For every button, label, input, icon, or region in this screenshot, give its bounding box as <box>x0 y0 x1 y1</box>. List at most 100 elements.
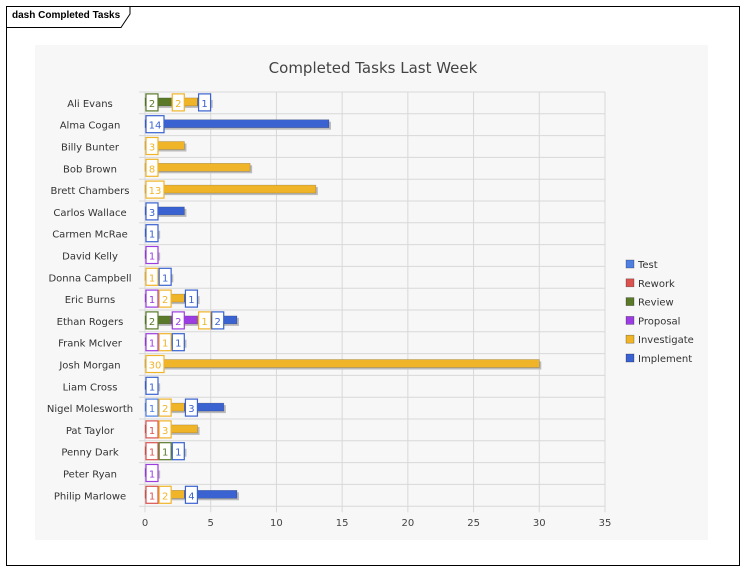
x-tick-label: 15 <box>336 518 349 529</box>
data-label: 3 <box>162 426 168 437</box>
x-tick-label: 5 <box>208 518 214 529</box>
category-label: Nigel Molesworth <box>47 404 133 415</box>
x-tick-label: 25 <box>467 518 480 529</box>
legend-swatch <box>625 278 635 288</box>
data-label: 3 <box>188 404 194 415</box>
bar-segment-investigate <box>144 359 540 368</box>
data-label-box <box>145 202 159 221</box>
data-label-box <box>171 93 185 112</box>
data-label-box <box>184 398 199 417</box>
data-label: 30 <box>149 361 162 372</box>
data-label: 1 <box>149 404 155 415</box>
data-label-box <box>171 333 185 352</box>
diagram-frame <box>6 6 740 566</box>
category-label: Pat Taylor <box>66 426 115 437</box>
legend-label: Rework <box>638 279 675 290</box>
bar-segment-investigate <box>144 141 185 150</box>
data-label: 2 <box>175 317 181 328</box>
data-label: 1 <box>149 382 155 393</box>
data-label: 3 <box>149 208 155 219</box>
data-label: 13 <box>149 186 162 197</box>
data-label-box <box>158 398 172 417</box>
data-label-box <box>158 333 172 352</box>
category-label: Frank McIver <box>58 339 123 350</box>
data-label: 2 <box>162 491 168 502</box>
data-label-box <box>145 93 159 112</box>
data-label-box <box>145 267 159 286</box>
chart-title: Completed Tasks Last Week <box>269 59 478 77</box>
data-label-box <box>145 354 165 374</box>
x-tick-label: 20 <box>401 518 414 529</box>
data-label: 1 <box>175 448 181 459</box>
data-label: 1 <box>162 448 168 459</box>
bar-segment-implement <box>184 402 225 412</box>
category-label: Peter Ryan <box>63 470 117 481</box>
data-label: 1 <box>149 448 155 459</box>
data-label: 1 <box>201 317 207 328</box>
data-label: 14 <box>149 121 162 132</box>
category-label: Brett Chambers <box>51 186 130 197</box>
data-label: 3 <box>149 143 155 154</box>
x-tick-label: 0 <box>142 518 148 529</box>
data-label: 2 <box>162 295 168 306</box>
data-label-box <box>158 442 172 461</box>
data-label-box <box>145 485 159 504</box>
legend-label: Test <box>637 260 658 271</box>
data-label-box <box>145 398 159 417</box>
data-label-box <box>145 289 159 308</box>
legend-label: Investigate <box>638 335 694 346</box>
data-label: 1 <box>162 339 168 350</box>
bar-segment-investigate <box>144 163 251 172</box>
legend-label: Review <box>638 298 674 309</box>
data-label-box <box>145 333 159 352</box>
category-label: David Kelly <box>62 252 118 263</box>
bar-segment-implement <box>144 206 185 216</box>
category-label: Bob Brown <box>63 164 117 175</box>
data-label: 1 <box>175 339 181 350</box>
category-label: Donna Campbell <box>48 273 131 284</box>
data-label: 1 <box>188 295 194 306</box>
category-label: Penny Dark <box>61 448 119 459</box>
bar-segment-investigate <box>144 184 317 194</box>
category-label: Carlos Wallace <box>53 208 126 219</box>
data-label: 2 <box>215 317 221 328</box>
data-label-box <box>171 311 185 330</box>
data-label: 1 <box>149 339 155 350</box>
legend-swatch <box>625 353 635 363</box>
category-label: Ali Evans <box>67 99 113 110</box>
bar-segment-implement <box>144 119 330 128</box>
data-label-box <box>145 311 159 330</box>
data-label-box <box>158 267 172 286</box>
data-label-box <box>211 311 225 330</box>
bar-segment-implement <box>184 489 238 499</box>
category-label: Alma Cogan <box>60 121 121 132</box>
legend-label: Implement <box>638 354 692 365</box>
data-label: 2 <box>149 317 155 328</box>
category-label: Billy Bunter <box>61 143 120 154</box>
legend-label: Proposal <box>638 316 680 327</box>
data-label-box <box>197 93 212 112</box>
x-tick-label: 10 <box>270 518 283 529</box>
category-label: Carmen McRae <box>52 230 128 241</box>
data-label-box <box>145 420 159 439</box>
x-tick-label: 30 <box>533 518 546 529</box>
category-label: Ethan Rogers <box>57 317 124 328</box>
data-label: 8 <box>149 164 155 175</box>
data-label: 4 <box>188 491 194 502</box>
data-label-box <box>145 463 159 483</box>
data-label: 1 <box>149 470 155 481</box>
data-label-box <box>184 485 199 504</box>
legend-swatch <box>625 334 635 344</box>
data-label: 2 <box>162 404 168 415</box>
category-label: Liam Cross <box>63 382 118 393</box>
legend-swatch <box>625 297 635 306</box>
data-label: 1 <box>149 426 155 437</box>
tab-outline <box>6 6 131 28</box>
data-label: 1 <box>149 295 155 306</box>
data-label-box <box>145 376 159 395</box>
data-label-box <box>158 289 172 308</box>
category-label: Philip Marlowe <box>54 491 126 502</box>
category-label: Josh Morgan <box>58 361 120 372</box>
data-label-box <box>145 224 159 243</box>
